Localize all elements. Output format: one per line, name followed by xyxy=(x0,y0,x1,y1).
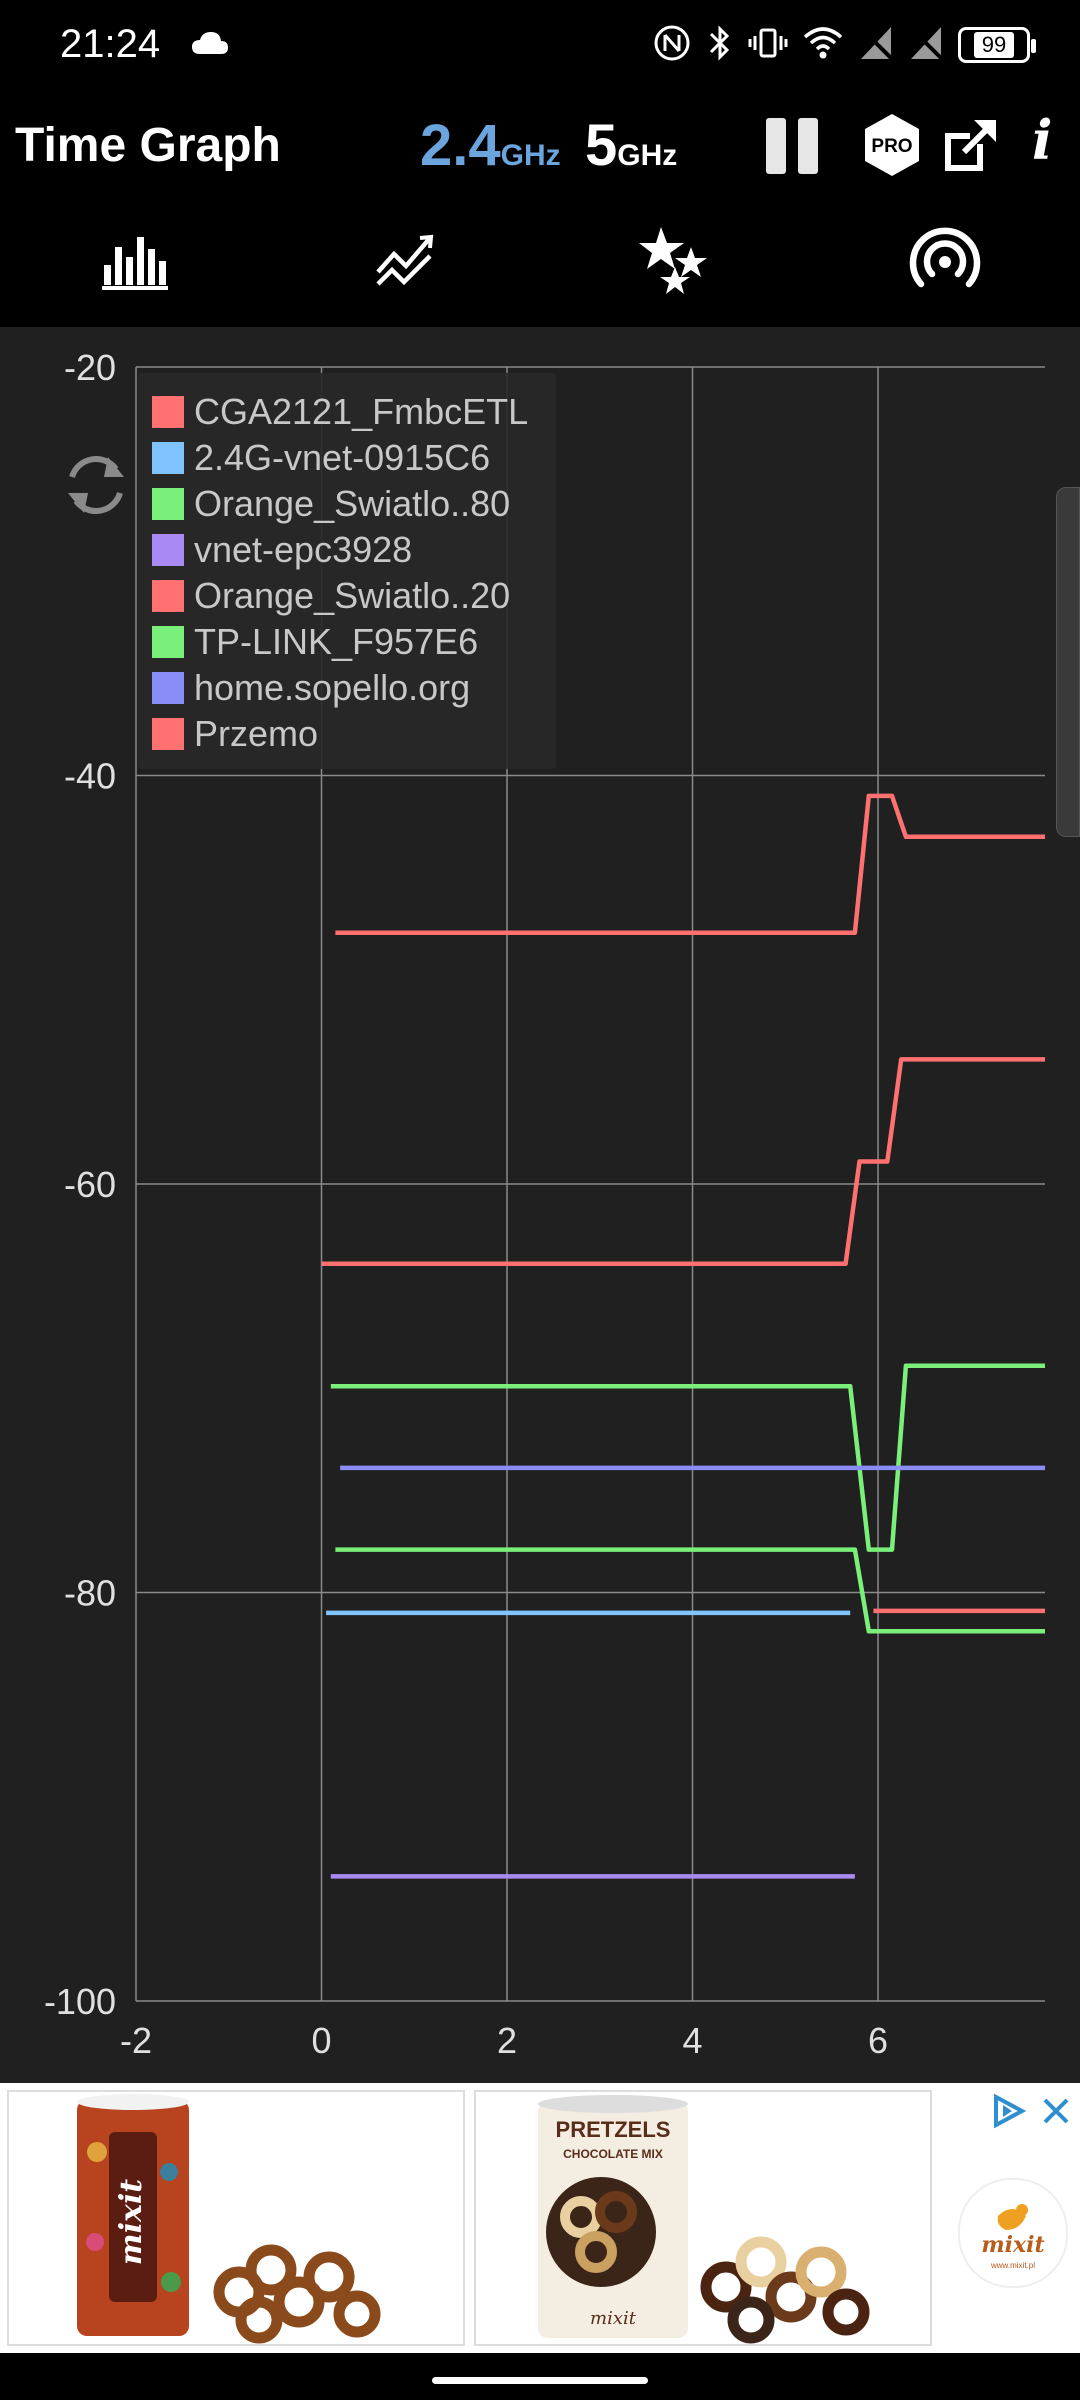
ad-product-pretzel-can[interactable]: mixit xyxy=(7,2090,465,2346)
battery-icon: 99 xyxy=(958,27,1036,63)
system-nav-bar xyxy=(0,2353,1080,2400)
legend-label: home.sopello.org xyxy=(194,667,471,708)
page-title: Time Graph xyxy=(15,119,281,172)
chart-legend: CGA2121_FmbcETL 2.4G-vnet-0915C6 Orange_Sw… xyxy=(138,373,556,769)
side-drawer-handle[interactable] xyxy=(1056,487,1080,837)
legend-item: Orange_Swiatlo..80 xyxy=(152,481,510,527)
adchoices-icon[interactable] xyxy=(990,2093,1027,2134)
bar-chart-icon xyxy=(100,231,170,296)
series-line-orange-swiatlo-80 xyxy=(330,1363,1045,1552)
no-signal-icon xyxy=(908,23,944,68)
legend-label: Orange_Swiatlo..80 xyxy=(194,483,511,524)
legend-item: Orange_Swiatlo..20 xyxy=(152,573,510,619)
x-tick-label: -2 xyxy=(120,2020,152,2061)
ad-product-2-brand: mixit xyxy=(590,2308,637,2329)
band-24-unit: GHz xyxy=(500,139,561,172)
y-tick-label: -40 xyxy=(64,756,116,797)
stars-icon xyxy=(639,225,711,302)
ad-product-chocolate-mix[interactable]: PRETZELS CHOCOLATE MIX mixit xyxy=(474,2090,932,2346)
legend-swatch xyxy=(152,442,184,474)
x-tick-label: 6 xyxy=(868,2020,888,2061)
pause-bar-right xyxy=(798,118,818,174)
ad-product-1-brand: mixit xyxy=(114,2179,149,2265)
signal-broadcast-icon xyxy=(907,226,983,301)
status-bar: 21:24 99 xyxy=(0,0,1080,90)
y-tick-label: -100 xyxy=(44,1981,116,2022)
legend-item: 2.4G-vnet-0915C6 xyxy=(152,435,490,481)
x-tick-label: 4 xyxy=(683,2020,703,2061)
legend-label: Przemo xyxy=(194,713,319,754)
band-5-value: 5 xyxy=(585,113,618,178)
legend-label: Orange_Swiatlo..20 xyxy=(194,575,511,616)
y-tick-label: -20 xyxy=(64,347,116,388)
refresh-icon[interactable] xyxy=(60,447,132,528)
legend-swatch xyxy=(152,580,184,612)
tab-channel-rating[interactable] xyxy=(540,200,810,327)
tab-access-points[interactable] xyxy=(810,200,1080,327)
time-graph-chart: -20 -40 -60 -80 -100 -2 0 2 4 6 CGA2121_FmbcETL 2.… xyxy=(0,327,1080,2083)
legend-label: 2.4G-vnet-0915C6 xyxy=(194,437,491,478)
series-line-tp-link-f957e6 xyxy=(335,1547,1045,1634)
status-time: 21:24 xyxy=(60,22,161,66)
x-tick-label: 0 xyxy=(311,2020,331,2061)
legend-swatch xyxy=(152,488,184,520)
ad-product-2-title: PRETZELS xyxy=(556,2117,671,2142)
battery-level: 99 xyxy=(973,32,1015,58)
band-2-4ghz-toggle[interactable]: 2.4GHz xyxy=(420,112,561,179)
info-button[interactable]: i xyxy=(1032,108,1053,172)
band-5-unit: GHz xyxy=(617,139,678,172)
nfc-icon xyxy=(652,23,692,68)
cloud-icon xyxy=(190,28,230,63)
tab-channel-graph[interactable] xyxy=(0,200,270,327)
vibrate-icon xyxy=(748,23,788,68)
legend-item: CGA2121_FmbcETL xyxy=(152,389,528,435)
band-5ghz-toggle[interactable]: 5GHz xyxy=(585,112,677,179)
legend-swatch xyxy=(152,534,184,566)
home-gesture-pill[interactable] xyxy=(432,2377,648,2384)
series-line-orange-swiatlo-20 xyxy=(321,1057,1045,1266)
line-chart-icon xyxy=(374,232,436,295)
status-icons: 99 xyxy=(652,20,1036,70)
bluetooth-icon xyxy=(706,23,734,68)
y-tick-label: -60 xyxy=(64,1164,116,1205)
y-tick-label: -80 xyxy=(64,1573,116,1614)
no-signal-icon xyxy=(858,23,894,68)
ad-logo-url: www.mixit.pl xyxy=(990,2261,1035,2270)
pro-label: PRO xyxy=(871,136,912,157)
legend-label: TP-LINK_F957E6 xyxy=(194,621,479,662)
legend-label: vnet-epc3928 xyxy=(194,529,413,570)
legend-item: vnet-epc3928 xyxy=(152,527,412,573)
tab-bar xyxy=(0,200,1080,526)
ad-product-2-subtitle: CHOCOLATE MIX xyxy=(563,2147,663,2161)
export-icon[interactable] xyxy=(942,114,1002,179)
pause-button[interactable] xyxy=(762,118,822,178)
legend-swatch xyxy=(152,396,184,428)
legend-swatch xyxy=(152,626,184,658)
tab-time-graph[interactable] xyxy=(270,200,540,327)
ad-logo-text: mixit xyxy=(981,2232,1044,2258)
legend-swatch xyxy=(152,718,184,750)
series-line-cga2121-fmbcetl xyxy=(335,793,1045,936)
band-24-value: 2.4 xyxy=(420,113,501,178)
legend-swatch xyxy=(152,672,184,704)
ad-brand-logo[interactable]: mixit www.mixit.pl xyxy=(958,2178,1068,2288)
pro-button[interactable]: PRO xyxy=(862,112,922,183)
legend-item: TP-LINK_F957E6 xyxy=(152,619,478,665)
legend-label: CGA2121_FmbcETL xyxy=(194,391,529,432)
legend-item: home.sopello.org xyxy=(152,665,470,711)
pause-bar-left xyxy=(766,118,786,174)
wifi-icon xyxy=(802,23,844,68)
app-bar: Time Graph 2.4GHz 5GHz PRO i xyxy=(0,90,1080,200)
legend-item: Przemo xyxy=(152,711,318,757)
x-tick-label: 2 xyxy=(497,2020,517,2061)
ad-banner[interactable]: mixit PRETZELS CHOCOLATE MIX mixit xyxy=(0,2083,1080,2353)
close-icon[interactable] xyxy=(1040,2095,1072,2132)
